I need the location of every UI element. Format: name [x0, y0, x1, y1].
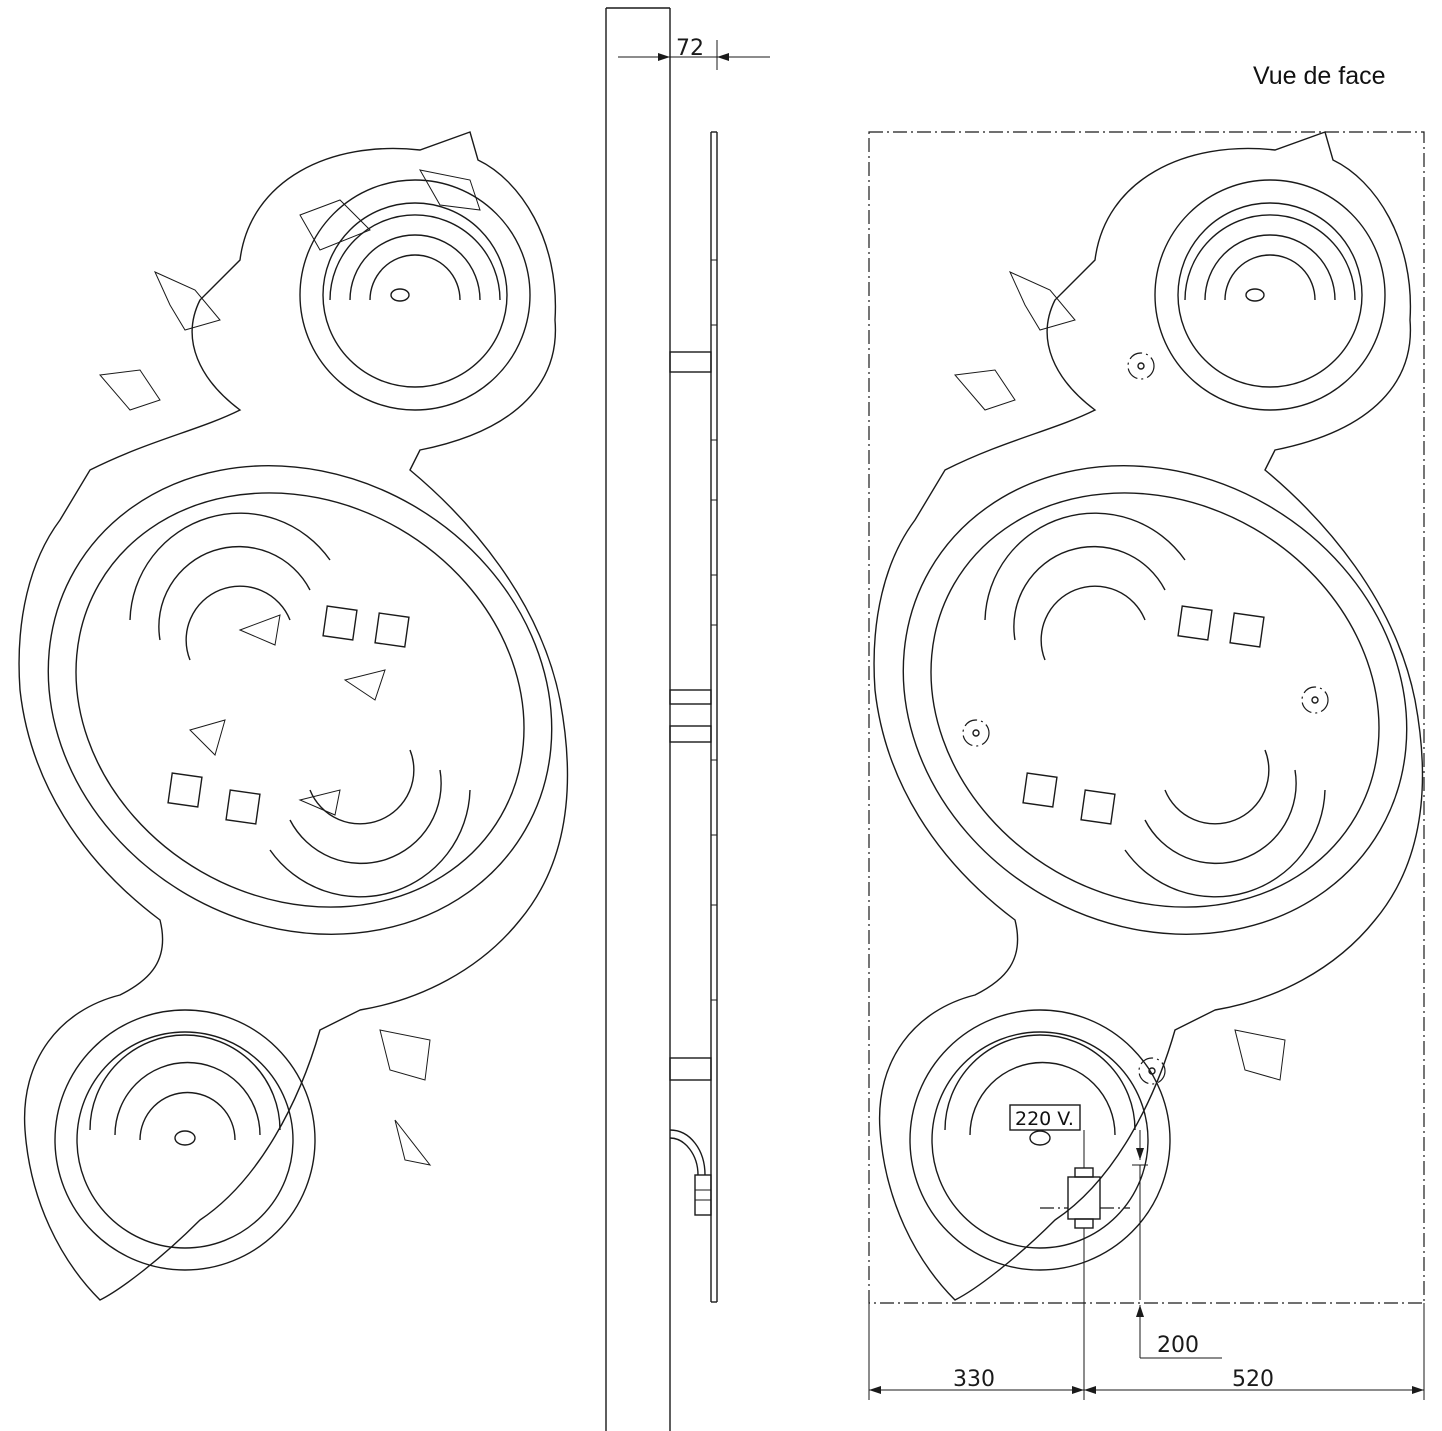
view-title: Vue de face [1253, 62, 1386, 90]
side-section-view [605, 7, 718, 1431]
voltage-label: 220 V. [1015, 1108, 1074, 1130]
voltage-tag: 220 V. [1009, 1104, 1081, 1131]
panel-left-spiral-top [299, 169, 531, 411]
dimension-horizontal: 330 520 [868, 1228, 1425, 1400]
fixing-points [962, 352, 1329, 1085]
dimension-height-label: 200 [1157, 1333, 1199, 1358]
panel-envelope [868, 131, 1425, 1304]
panel-left-leaf-3 [379, 1029, 431, 1081]
decorative-panel-left [18, 131, 569, 1301]
panel-left-leaf-4 [394, 1119, 432, 1166]
dimension-right-label: 520 [1232, 1367, 1274, 1392]
dimension-left-label: 330 [953, 1367, 995, 1392]
dimension-height: 200 [1132, 1130, 1222, 1359]
panel-left-leaf-1 [153, 271, 221, 331]
panel-left-spiral-center [47, 465, 553, 935]
panel-left-spiral-bottom [54, 1009, 316, 1271]
dimension-depth-label: 72 [676, 36, 704, 61]
electrical-connector-side [669, 1129, 712, 1216]
dimension-depth: 72 [618, 36, 770, 70]
decorative-panel-right: 220 V. [868, 131, 1425, 1304]
panel-left-outline [18, 131, 569, 1301]
standoff-brackets [669, 351, 712, 1081]
electrical-box-front [1040, 1130, 1130, 1229]
panel-left-leaf-2 [99, 369, 161, 411]
